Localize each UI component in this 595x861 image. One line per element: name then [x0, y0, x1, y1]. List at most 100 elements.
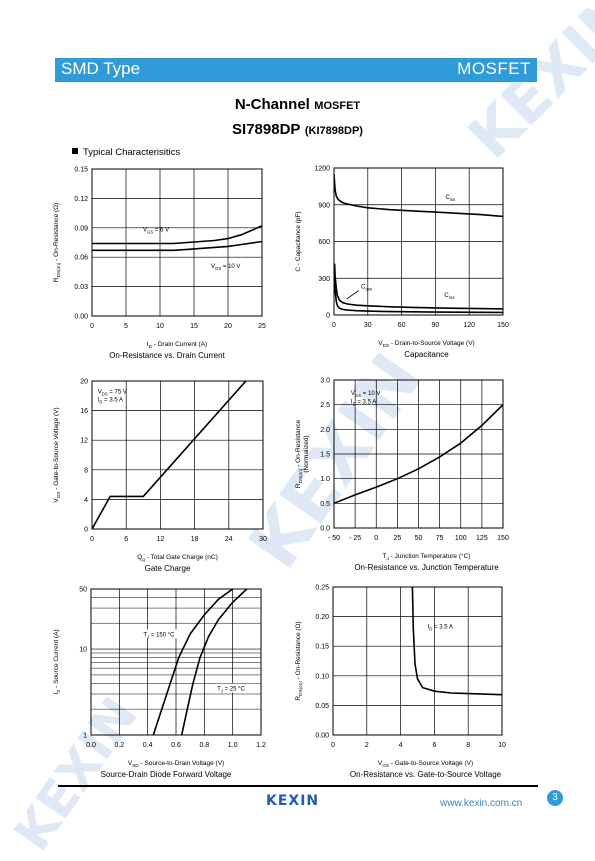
y-tick-label: 10 — [79, 647, 87, 654]
y-axis-label-rest: - On-Resistance — [295, 420, 302, 469]
annotation-label: VDS = 75 V — [98, 390, 127, 397]
title-type: MOSFET — [314, 100, 361, 112]
title-part: SI7898DP — [232, 121, 301, 138]
y-tick-label: 50 — [79, 587, 87, 594]
y-tick-label: 2.0 — [320, 427, 330, 434]
chart-1: 0 5 10 15 20 25 0.00 0.03 0.06 0.09 0.12 0.15 ID - D… — [53, 167, 266, 361]
y-axis-label-rest: - Capacitance (pF) — [295, 211, 302, 267]
x-tick-label: 60 — [398, 322, 406, 329]
x-tick-label: 30 — [259, 536, 267, 543]
y-axis-label-main: V — [53, 498, 60, 503]
y-axis-label-main: I — [53, 693, 60, 695]
x-tick-label: 0.2 — [114, 742, 124, 749]
x-tick-label: 0 — [90, 536, 94, 543]
x-axis-label-rest: - Gate-to-Source Voltage (V) — [389, 760, 473, 767]
y-tick-label: 0.20 — [315, 614, 329, 621]
series-line-1 — [334, 174, 503, 218]
annotation-label-rest: = 6 V — [153, 228, 169, 234]
annotation-label: Ciss — [446, 195, 456, 202]
y-tick-label: 12 — [80, 438, 88, 445]
y-tick-label: 0 — [84, 527, 88, 534]
annotation-bg — [215, 683, 260, 693]
annotation-label-rest: = 75 V — [108, 390, 127, 396]
y-tick-label: 3.0 — [320, 378, 330, 385]
chart-5: 0.0 0.2 0.4 0.6 0.8 1.0 1.2 1 10 50 VSD - Source-t… — [53, 587, 266, 780]
x-axis-label-rest: - Drain Current (A) — [152, 341, 207, 348]
x-tick-label: 120 — [463, 322, 475, 329]
annotation-label: ID = 3.5 A — [428, 624, 453, 631]
x-axis-label-rest: - Drain-to-Source Voltage (V) — [389, 340, 475, 347]
annotation-label-main: C — [361, 285, 366, 291]
x-tick-label: 12 — [157, 536, 165, 543]
y-axis-label-sub: DS(on) — [298, 468, 303, 483]
x-axis-label-sub: D — [149, 344, 153, 349]
annotation-label-rest: = 3.5 A — [102, 398, 123, 404]
section-label: Typical Characterisitics — [83, 147, 181, 158]
y-tick-label: 0.00 — [315, 733, 329, 740]
chart-4: - 50 - 25 0 25 50 75 100 125 150 0.0 0.5 1.0 1.5 2.0 2… — [295, 378, 509, 573]
annotation-bg — [141, 629, 186, 639]
x-tick-label: 25 — [393, 535, 401, 542]
y-tick-label: 0.06 — [74, 255, 88, 262]
y-tick-label: 0.25 — [315, 585, 329, 592]
annotation-label-main: I — [428, 624, 430, 630]
y-tick-label: 0.10 — [315, 673, 329, 680]
x-axis-label-main: V — [128, 760, 133, 767]
x-tick-label: 6 — [124, 536, 128, 543]
annotation-label-main: T — [217, 686, 221, 692]
x-axis-label: VGS - Gate-to-Source Voltage (V) — [378, 760, 473, 768]
annotation-label: Coss — [361, 285, 372, 292]
header-right: MOSFET — [457, 59, 531, 78]
annotation-label-sub: GS — [147, 230, 153, 235]
y-tick-label: 0.05 — [315, 703, 329, 710]
plot-frame — [333, 167, 504, 316]
x-tick-label: 0 — [332, 322, 336, 329]
x-axis-label: Qg - Total Gate Charge (nC) — [137, 554, 218, 562]
y-tick-label: 0.15 — [315, 644, 329, 651]
y-axis-label: VGS - Gate-to-Source Voltage (V) — [53, 407, 61, 502]
x-axis-label: VDS - Drain-to-Source Voltage (V) — [378, 340, 474, 348]
series-line-1 — [334, 404, 503, 505]
x-tick-label: 5 — [124, 323, 128, 330]
series-line-2 — [334, 263, 503, 310]
x-tick-label: - 50 — [328, 535, 340, 542]
y-tick-label: 0.5 — [320, 501, 330, 508]
x-axis-label-sub: g — [142, 557, 145, 562]
series-line-2 — [180, 589, 248, 735]
annotation-label-main: I — [351, 400, 353, 406]
y-tick-label: 0 — [326, 313, 330, 320]
y-axis-label-sub: GS — [56, 492, 61, 499]
annotation-label-rest: = 150 °C — [149, 633, 175, 639]
chart-title: On-Resistance vs. Junction Temperature — [354, 563, 499, 572]
annotation-label-sub: iss — [450, 197, 455, 202]
chart-2: 0 30 60 90 120 150 0 300 600 900 1200 VDS - Drain-t… — [295, 166, 509, 360]
x-axis-label-sub: GS — [382, 763, 389, 768]
annotation-label-sub: J — [147, 635, 149, 640]
x-axis-label: TJ - Junction Temperature (°C) — [383, 552, 471, 561]
annotation-label-main: C — [444, 293, 449, 299]
x-axis-label-main: Q — [137, 554, 142, 561]
x-tick-label: 150 — [497, 322, 509, 329]
series-line-1 — [152, 589, 234, 735]
annotation-label: VGS = 6 V — [143, 228, 169, 235]
x-tick-label: 20 — [224, 323, 232, 330]
x-axis-label-main: V — [378, 760, 383, 767]
chart-title: Gate Charge — [145, 564, 191, 573]
title-channel: N-Channel — [234, 96, 310, 113]
y-tick-label: 4 — [84, 497, 88, 504]
annotation-label-rest: = 25 °C — [223, 686, 246, 692]
annotation-label-main: T — [143, 633, 147, 639]
chart-title: On-Resistance vs. Drain Current — [109, 351, 225, 360]
y-axis-label-sub: S — [56, 690, 61, 693]
annotation-label-main: V — [351, 391, 355, 397]
footer-url[interactable]: www.kexin.com.cn — [440, 798, 523, 809]
y-tick-label: 0.12 — [74, 196, 88, 203]
annotation-label-main: C — [446, 195, 451, 201]
footer-rule — [58, 785, 538, 787]
series-line-1 — [411, 587, 502, 696]
annotation-label-rest: = 10 V — [221, 264, 240, 270]
bullet-square-icon — [72, 148, 78, 154]
annotation-label-sub: oss — [365, 287, 372, 292]
annotation-label-main: V — [143, 228, 147, 234]
